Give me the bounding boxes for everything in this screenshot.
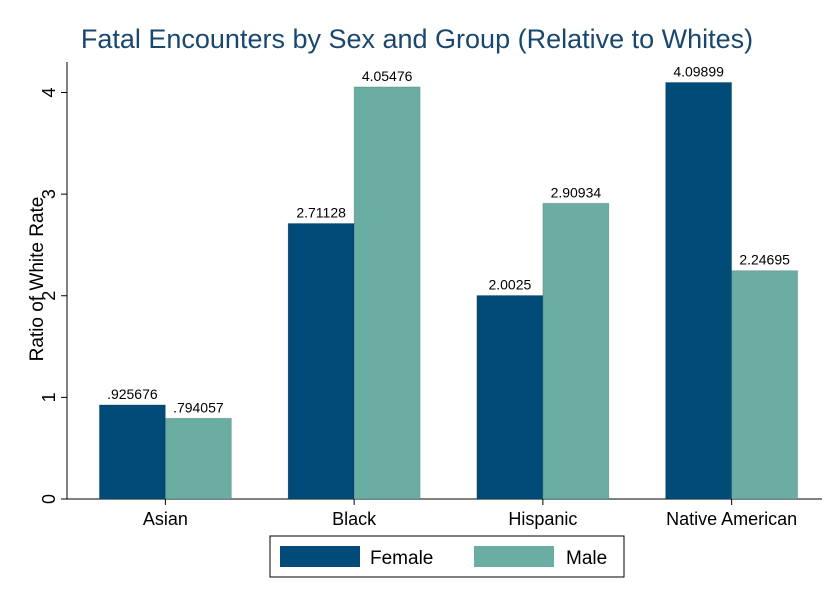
- x-tick-label: Hispanic: [508, 509, 577, 529]
- data-label-female: 4.09899: [673, 63, 724, 79]
- y-tick-label: 2: [39, 291, 59, 301]
- bar-male: [353, 86, 421, 500]
- legend-swatch-male: [474, 546, 554, 567]
- legend: Female Male: [269, 535, 625, 578]
- bar-female: [665, 81, 733, 500]
- x-tick-label: Black: [332, 509, 377, 529]
- chart-title: Fatal Encounters by Sex and Group (Relat…: [80, 24, 754, 54]
- data-label-female: 2.0025: [488, 276, 531, 292]
- bar-male: [164, 417, 232, 500]
- legend-label-female: Female: [370, 548, 433, 569]
- bars-group: .925676 .794057 2.71128 4.05476 2.0025 2.9093…: [98, 63, 799, 500]
- y-axis-title: Ratio of White Rate: [27, 197, 48, 362]
- data-label-female: 2.71128: [296, 204, 346, 220]
- data-label-male: 2.24695: [739, 252, 790, 268]
- y-tick-label: 3: [39, 189, 59, 199]
- data-label-female: .925676: [107, 386, 158, 402]
- legend-label-male: Male: [566, 548, 607, 569]
- y-tick-label: 4: [39, 87, 59, 97]
- bar-female: [476, 294, 544, 500]
- x-tick-label: Asian: [143, 509, 188, 529]
- y-tick-label: 0: [39, 494, 59, 504]
- bar-male: [731, 270, 799, 500]
- x-axis-labels: Asian Black Hispanic Native American: [143, 499, 797, 529]
- bar-female: [287, 222, 355, 500]
- data-label-male: 2.90934: [551, 184, 602, 200]
- legend-swatch-female: [280, 546, 360, 567]
- bar-male: [542, 202, 610, 500]
- data-label-male: 4.05476: [362, 68, 413, 84]
- data-label-male: .794057: [173, 399, 224, 415]
- x-tick-label: Native American: [666, 509, 797, 529]
- y-axis-ticks: 0 1 2 3 4: [39, 87, 67, 504]
- y-tick-label: 1: [39, 392, 59, 402]
- bar-female: [98, 404, 166, 500]
